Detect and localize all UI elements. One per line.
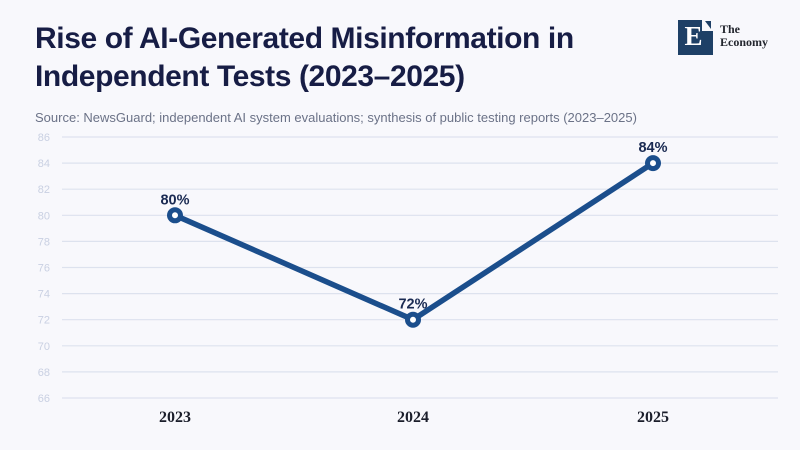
y-tick-label: 82 xyxy=(38,184,50,196)
page-title-line1: Rise of AI-Generated Misinformation in xyxy=(35,22,574,55)
x-axis-label: 2024 xyxy=(397,409,429,426)
x-axis-label: 2025 xyxy=(637,409,669,426)
page-title-line2: Independent Tests (2023–2025) xyxy=(35,60,465,93)
y-tick-label: 70 xyxy=(38,341,50,353)
y-tick-label: 80 xyxy=(38,210,50,222)
y-tick-label: 84 xyxy=(38,158,50,170)
data-point-marker xyxy=(645,155,661,172)
data-point-label: 72% xyxy=(398,297,427,313)
y-grid: 86 84 82 80 78 76 74 72 70 68 66 xyxy=(38,132,778,405)
data-point-marker xyxy=(167,207,183,224)
brand-name: The Economy xyxy=(713,20,768,55)
x-axis-label: 2023 xyxy=(159,409,191,426)
logo-mark-icon: E xyxy=(678,20,713,55)
data-point-label: 80% xyxy=(160,192,189,208)
y-tick-label: 86 xyxy=(38,132,50,144)
logo-letter: E xyxy=(684,21,703,51)
source-note: Source: NewsGuard; independent AI system… xyxy=(35,110,637,125)
brand-name-line1: The xyxy=(720,22,741,36)
y-tick-label: 68 xyxy=(38,367,50,379)
page-title: Rise of AI-Generated Misinformation in I… xyxy=(35,20,637,96)
y-tick-label: 66 xyxy=(38,393,50,405)
y-tick-label: 72 xyxy=(38,315,50,327)
data-point-marker xyxy=(405,311,421,328)
logo-apostrophe-icon xyxy=(702,20,713,31)
y-tick-label: 76 xyxy=(38,263,50,275)
brand-logo: E The Economy xyxy=(678,20,768,55)
brand-name-line2: Economy xyxy=(720,35,768,49)
y-tick-label: 78 xyxy=(38,236,50,248)
data-point-label: 84% xyxy=(638,140,667,156)
y-tick-label: 74 xyxy=(38,289,50,301)
chart-header: Rise of AI-Generated Misinformation in I… xyxy=(35,20,637,125)
